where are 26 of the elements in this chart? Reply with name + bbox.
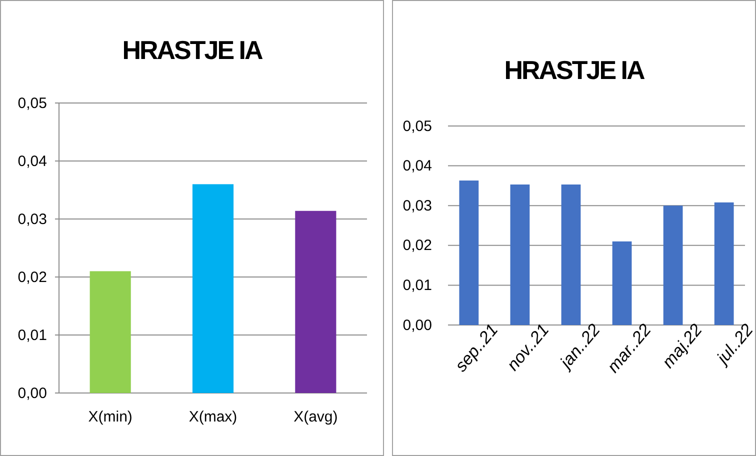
y-tick-label: 0,03 (18, 210, 47, 228)
y-tick-label: 0,01 (402, 277, 432, 294)
bar (90, 271, 131, 393)
x-tick-label: X(avg) (294, 408, 338, 426)
chart-title: HRASTJE IA (122, 35, 264, 65)
y-tick-label: 0,00 (402, 316, 432, 334)
bar (714, 202, 734, 325)
x-tick-label: X(min) (88, 408, 132, 426)
y-tick-label: 0,03 (402, 197, 432, 214)
bar (612, 241, 632, 325)
chart-title: HRASTJE IA (504, 55, 646, 85)
bar (663, 206, 683, 325)
bar (510, 184, 530, 325)
y-tick-label: 0,05 (402, 118, 432, 135)
bar (295, 210, 336, 393)
bar (192, 184, 234, 393)
y-tick-label: 0,01 (18, 326, 47, 344)
bar (561, 184, 581, 325)
x-tick-label: X(max) (188, 408, 238, 426)
bar (459, 180, 479, 325)
y-tick-label: 0,02 (18, 268, 47, 286)
y-tick-label: 0,04 (402, 158, 432, 175)
y-tick-label: 0,02 (402, 237, 432, 254)
y-tick-label: 0,04 (18, 152, 47, 170)
y-tick-label: 0,00 (18, 384, 47, 402)
y-tick-label: 0,05 (18, 94, 47, 112)
